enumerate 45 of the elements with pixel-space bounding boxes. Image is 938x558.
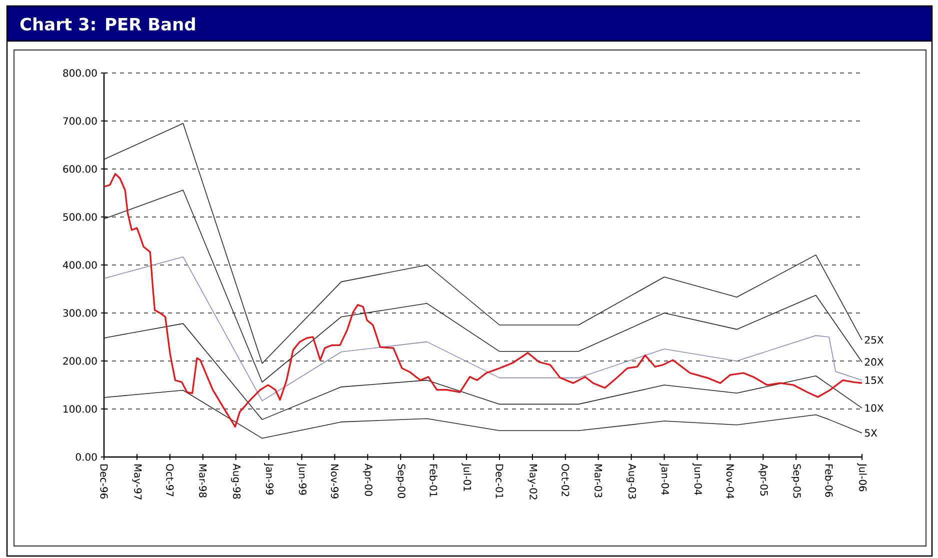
x-tick-label: Aug-03 [626,464,636,499]
x-tick-label: Dec-96 [100,464,108,499]
x-tick-label: Feb-06 [825,464,833,497]
x-tick-label: Apr-05 [758,464,768,496]
series-label: 10X [865,404,884,412]
x-tick-label: Nov-99 [330,464,338,498]
line-series [104,256,862,402]
y-tick-label: 500.00 [63,213,97,221]
x-tick-label: Jul-06 [857,463,867,492]
x-tick-label: Nov-04 [726,464,734,499]
line-series [104,323,862,420]
y-tick-label: 300.00 [63,309,97,317]
x-tick-label: Aug-98 [231,464,241,499]
x-tick-label: Feb-01 [430,464,438,497]
y-tick-label: 200.00 [63,357,97,365]
x-tick-label: Mar-98 [199,464,207,498]
x-tick-label: Sep-00 [396,464,406,498]
line-series [104,190,862,383]
x-tick-label: Apr-00 [362,464,372,496]
y-tick-label: 400.00 [62,261,97,269]
y-tick-label: 800.00 [63,69,97,77]
series-label: 15X [865,376,884,384]
x-tick-label: Jan-99 [264,463,274,495]
y-tick-label: 600.00 [63,165,97,173]
x-tick-label: Oct-02 [562,464,570,496]
line-series [104,390,862,439]
line-series [103,173,863,428]
x-tick-label: Jul-01 [462,463,472,492]
x-tick-label: Jun-04 [692,463,702,495]
y-tick-label: 0.00 [76,453,97,461]
x-tick-label: May-97 [132,464,142,500]
x-tick-label: Oct-97 [166,464,174,496]
x-tick-label: Dec-01 [496,464,504,498]
x-tick-label: Jan-04 [660,463,669,495]
y-tick-label: 700.00 [63,117,97,125]
series-label: 25X [864,336,884,344]
y-tick-label: 100.00 [64,405,97,413]
series-label: 5X [864,429,878,437]
x-tick-label: Mar-03 [594,464,602,498]
line-series [104,123,862,364]
x-tick-label: Jun-99 [297,463,306,495]
series-label: 20X [864,358,884,366]
x-tick-label: Sep-05 [791,464,801,498]
chart-title: Chart 3: PER Band [20,17,195,31]
x-tick-label: May-02 [528,464,538,500]
